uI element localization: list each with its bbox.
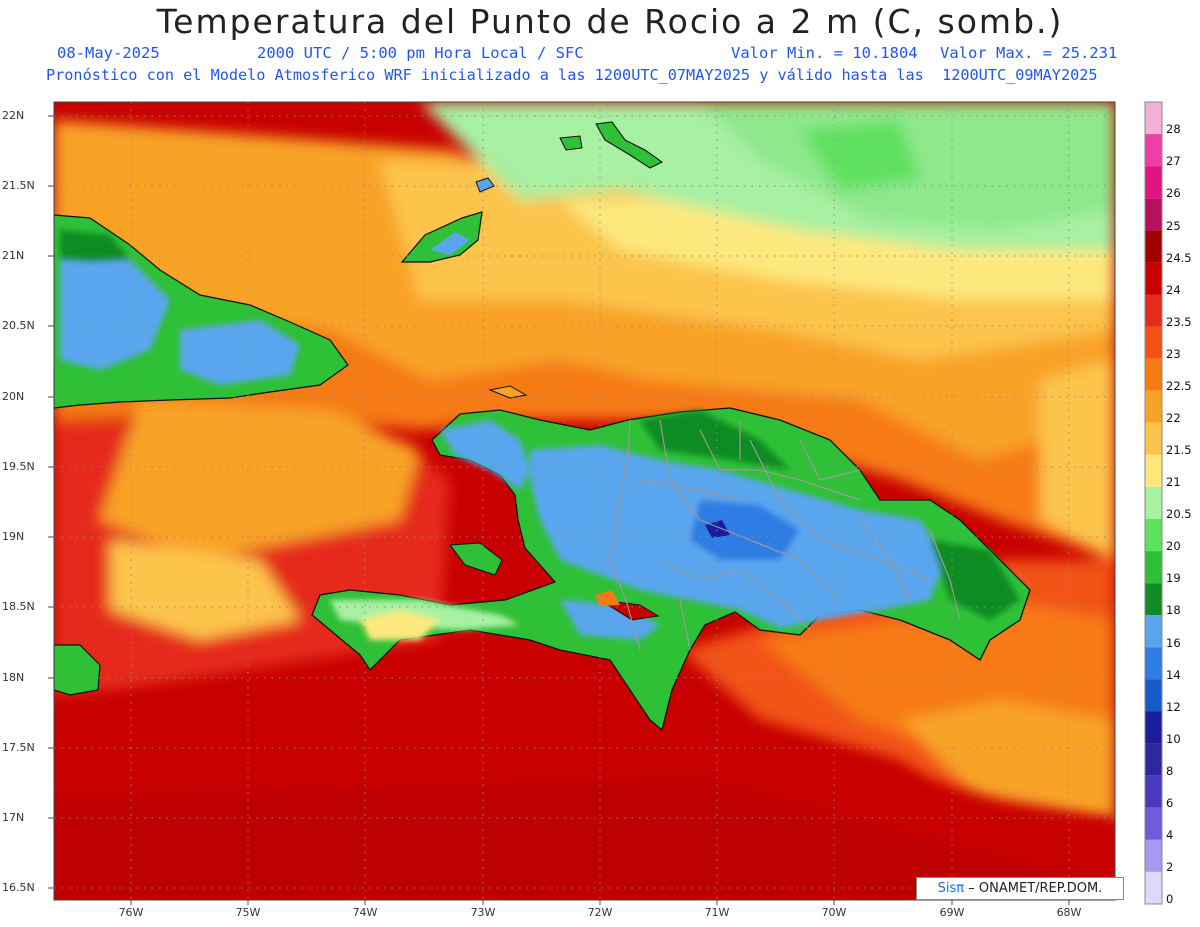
colorbar-swatch (1145, 230, 1162, 263)
lat-label: 17.5N (2, 741, 35, 754)
credit-text: – ONAMET/REP.DOM. (968, 881, 1103, 896)
colorbar-label: 20.5 (1166, 507, 1192, 522)
credit-brand: Sisπ (937, 881, 965, 896)
colorbar-swatch (1145, 807, 1162, 840)
lat-label: 18.5N (2, 600, 35, 613)
inagua-land (400, 211, 483, 263)
colorbar-swatch (1145, 134, 1162, 167)
lat-label: 22N (2, 109, 25, 122)
lon-label: 68W (1056, 906, 1082, 919)
colorbar-label: 10 (1166, 731, 1181, 746)
turks-caicos-land (595, 121, 664, 169)
colorbar-swatch (1145, 519, 1162, 552)
max-value: Valor Max. = 25.231 (940, 44, 1118, 62)
colorbar-swatch (1145, 198, 1162, 231)
lat-label: 18N (2, 671, 25, 684)
colorbar-swatch (1145, 358, 1162, 391)
colorbar-swatch (1145, 422, 1162, 455)
colorbar-swatch (1145, 647, 1162, 680)
lon-label: 72W (587, 906, 613, 919)
map-title: Temperatura del Punto de Rocio a 2 m (C,… (156, 2, 1064, 41)
graticule (54, 102, 1115, 900)
model-info: Pronóstico con el Modelo Atmosferico WRF… (46, 66, 1098, 84)
colorbar-label: 23 (1166, 346, 1181, 361)
colorbar-label: 16 (1166, 635, 1181, 650)
colorbar-label: 27 (1166, 154, 1181, 169)
lat-label: 21.5N (2, 179, 35, 192)
jamaica-land (54, 644, 101, 696)
lon-label: 75W (235, 906, 261, 919)
colorbar-label: 19 (1166, 571, 1181, 586)
colorbar-label: 20 (1166, 539, 1181, 554)
colorbar-label: 22.5 (1166, 378, 1192, 393)
colorbar-swatch (1145, 711, 1162, 744)
colorbar-swatch (1145, 326, 1162, 359)
lat-label: 20.5N (2, 319, 35, 332)
axis-ticks (48, 115, 1070, 905)
lat-label: 16.5N (2, 881, 35, 894)
lon-label: 71W (704, 906, 730, 919)
colorbar-label: 4 (1166, 828, 1174, 843)
lat-label: 21N (2, 249, 25, 262)
lat-label: 20N (2, 390, 25, 403)
colorbar-label: 14 (1166, 667, 1181, 682)
lat-label: 19N (2, 530, 25, 543)
colorbar-swatch (1145, 679, 1162, 712)
colorbar-swatch (1145, 615, 1162, 648)
lon-label: 70W (821, 906, 847, 919)
min-value: Valor Min. = 10.1804 (731, 44, 918, 62)
cuba-land (54, 214, 349, 409)
lon-label: 76W (118, 906, 144, 919)
colorbar-swatch (1145, 294, 1162, 327)
forecast-date: 08-May-2025 (57, 44, 160, 62)
colorbar-label: 12 (1166, 699, 1181, 714)
hispaniola-land (311, 407, 1031, 732)
colorbar-label: 23.5 (1166, 314, 1192, 329)
colorbar-label: 2 (1166, 860, 1174, 875)
colorbar-swatch (1145, 486, 1162, 520)
colorbar-label: 24.5 (1166, 250, 1192, 265)
colorbar-swatch (1145, 871, 1162, 904)
colorbar-label: 22 (1166, 410, 1181, 425)
lon-label: 73W (470, 906, 496, 919)
colorbar-label: 28 (1166, 122, 1181, 137)
valid-time: 2000 UTC / 5:00 pm Hora Local / SFC (257, 44, 584, 62)
province-borders (609, 419, 961, 651)
colorbar-swatch (1145, 551, 1162, 584)
colorbar-label: 21.5 (1166, 443, 1192, 458)
colorbar-label: 0 (1166, 892, 1174, 907)
colorbar-swatch (1145, 743, 1162, 776)
credit-box: Sisπ – ONAMET/REP.DOM. (916, 877, 1124, 900)
colorbar-swatch (1145, 775, 1162, 808)
lon-label: 69W (939, 906, 965, 919)
lat-label: 17N (2, 811, 25, 824)
colorbar-label: 18 (1166, 603, 1181, 618)
colorbar-label: 25 (1166, 218, 1181, 233)
colorbar-swatch (1145, 166, 1162, 199)
colorbar-swatch (1145, 454, 1162, 487)
colorbar-swatch (1145, 390, 1162, 423)
colorbar-swatch (1145, 583, 1162, 616)
dewpoint-field (54, 102, 1115, 820)
colorbar-label: 8 (1166, 763, 1174, 778)
colorbar-label: 24 (1166, 282, 1181, 297)
lon-label: 74W (352, 906, 378, 919)
colorbar-label: 26 (1166, 186, 1181, 201)
plot-area (54, 102, 1115, 900)
colorbar-swatch (1145, 102, 1162, 135)
colorbar (1144, 101, 1163, 905)
colorbar-swatch (1145, 839, 1162, 872)
colorbar-swatch (1145, 262, 1162, 295)
colorbar-label: 21 (1166, 475, 1181, 490)
lat-label: 19.5N (2, 460, 35, 473)
colorbar-label: 6 (1166, 795, 1174, 810)
